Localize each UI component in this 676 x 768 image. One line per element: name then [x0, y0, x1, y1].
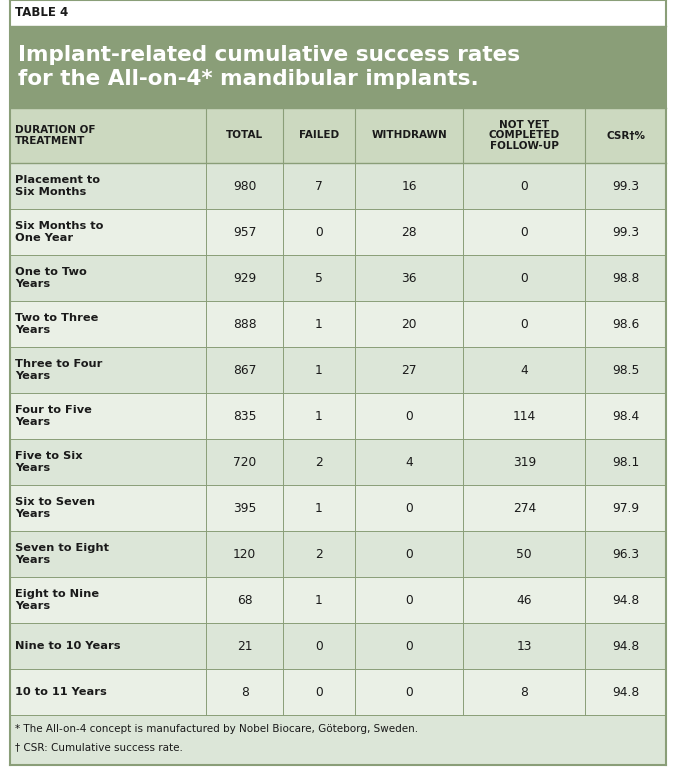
- Text: 21: 21: [237, 640, 252, 653]
- Bar: [10, 531, 666, 577]
- Bar: [10, 577, 666, 623]
- Bar: [10, 715, 666, 765]
- Text: TABLE 4: TABLE 4: [15, 6, 68, 19]
- Text: 98.1: 98.1: [612, 455, 639, 468]
- Text: CSR†%: CSR†%: [606, 131, 645, 141]
- Text: 929: 929: [233, 272, 256, 284]
- Text: 0: 0: [405, 594, 413, 607]
- Text: 980: 980: [233, 180, 256, 193]
- Text: 1: 1: [315, 363, 322, 376]
- Text: 20: 20: [402, 317, 417, 330]
- Text: Six to Seven
Years: Six to Seven Years: [15, 498, 95, 518]
- Text: 0: 0: [405, 548, 413, 561]
- Text: 7: 7: [315, 180, 322, 193]
- Bar: [10, 347, 666, 393]
- Text: * The All-on-4 concept is manufactured by Nobel Biocare, Göteborg, Sweden.: * The All-on-4 concept is manufactured b…: [15, 724, 418, 734]
- Text: Three to Four
Years: Three to Four Years: [15, 359, 102, 381]
- Text: 835: 835: [233, 409, 256, 422]
- Text: 0: 0: [521, 226, 528, 239]
- Text: Seven to Eight
Years: Seven to Eight Years: [15, 544, 109, 564]
- Text: 28: 28: [402, 226, 417, 239]
- Text: 0: 0: [521, 317, 528, 330]
- Text: 97.9: 97.9: [612, 502, 639, 515]
- Text: 0: 0: [315, 226, 322, 239]
- Text: 94.8: 94.8: [612, 594, 639, 607]
- Text: 1: 1: [315, 594, 322, 607]
- Text: Four to Five
Years: Four to Five Years: [15, 406, 92, 426]
- Text: 0: 0: [315, 640, 322, 653]
- Text: 395: 395: [233, 502, 256, 515]
- Bar: [10, 26, 666, 108]
- Text: 1: 1: [315, 502, 322, 515]
- Text: 1: 1: [315, 317, 322, 330]
- Bar: [10, 0, 666, 26]
- Text: Six Months to
One Year: Six Months to One Year: [15, 221, 103, 243]
- Bar: [10, 108, 666, 163]
- Text: 5: 5: [315, 272, 323, 284]
- Text: 0: 0: [405, 409, 413, 422]
- Text: 13: 13: [516, 640, 532, 653]
- Text: 4: 4: [405, 455, 413, 468]
- Text: 120: 120: [233, 548, 256, 561]
- Text: Eight to Nine
Years: Eight to Nine Years: [15, 589, 99, 611]
- Text: 1: 1: [315, 409, 322, 422]
- Text: 27: 27: [402, 363, 417, 376]
- Text: 98.5: 98.5: [612, 363, 639, 376]
- Bar: [10, 393, 666, 439]
- Text: Implant-related cumulative success rates
for the All-on-4* mandibular implants.: Implant-related cumulative success rates…: [18, 45, 520, 89]
- Bar: [10, 209, 666, 255]
- Text: 99.3: 99.3: [612, 226, 639, 239]
- Text: 96.3: 96.3: [612, 548, 639, 561]
- Text: Five to Six
Years: Five to Six Years: [15, 452, 82, 472]
- Text: 94.8: 94.8: [612, 640, 639, 653]
- Text: 114: 114: [512, 409, 536, 422]
- Text: 957: 957: [233, 226, 256, 239]
- Text: 0: 0: [315, 686, 322, 699]
- Text: 867: 867: [233, 363, 256, 376]
- Bar: [10, 163, 666, 209]
- Text: 888: 888: [233, 317, 256, 330]
- Text: NOT YET
COMPLETED
FOLLOW-UP: NOT YET COMPLETED FOLLOW-UP: [489, 120, 560, 151]
- Text: 98.8: 98.8: [612, 272, 639, 284]
- Text: 46: 46: [516, 594, 532, 607]
- Text: 16: 16: [402, 180, 417, 193]
- Text: 36: 36: [402, 272, 417, 284]
- Text: 2: 2: [315, 548, 322, 561]
- Bar: [10, 255, 666, 301]
- Text: 98.6: 98.6: [612, 317, 639, 330]
- Text: 0: 0: [521, 180, 528, 193]
- Text: 2: 2: [315, 455, 322, 468]
- Bar: [10, 301, 666, 347]
- Text: 8: 8: [521, 686, 528, 699]
- Text: 0: 0: [405, 686, 413, 699]
- Text: FAILED: FAILED: [299, 131, 339, 141]
- Text: 94.8: 94.8: [612, 686, 639, 699]
- Text: † CSR: Cumulative success rate.: † CSR: Cumulative success rate.: [15, 742, 183, 752]
- Text: TOTAL: TOTAL: [226, 131, 263, 141]
- Text: 50: 50: [516, 548, 532, 561]
- Text: 720: 720: [233, 455, 256, 468]
- Text: 99.3: 99.3: [612, 180, 639, 193]
- Text: 274: 274: [512, 502, 536, 515]
- Bar: [10, 669, 666, 715]
- Text: 319: 319: [512, 455, 536, 468]
- Bar: [10, 485, 666, 531]
- Text: 0: 0: [405, 502, 413, 515]
- Bar: [10, 439, 666, 485]
- Text: 8: 8: [241, 686, 249, 699]
- Text: Two to Three
Years: Two to Three Years: [15, 313, 99, 335]
- Bar: [10, 623, 666, 669]
- Text: WITHDRAWN: WITHDRAWN: [371, 131, 447, 141]
- Text: 0: 0: [521, 272, 528, 284]
- Text: 0: 0: [405, 640, 413, 653]
- Text: 68: 68: [237, 594, 252, 607]
- Text: 4: 4: [521, 363, 528, 376]
- Text: 98.4: 98.4: [612, 409, 639, 422]
- Text: DURATION OF
TREATMENT: DURATION OF TREATMENT: [15, 125, 95, 146]
- Text: Placement to
Six Months: Placement to Six Months: [15, 175, 100, 197]
- Text: 10 to 11 Years: 10 to 11 Years: [15, 687, 107, 697]
- Text: Nine to 10 Years: Nine to 10 Years: [15, 641, 120, 651]
- Text: One to Two
Years: One to Two Years: [15, 267, 87, 289]
